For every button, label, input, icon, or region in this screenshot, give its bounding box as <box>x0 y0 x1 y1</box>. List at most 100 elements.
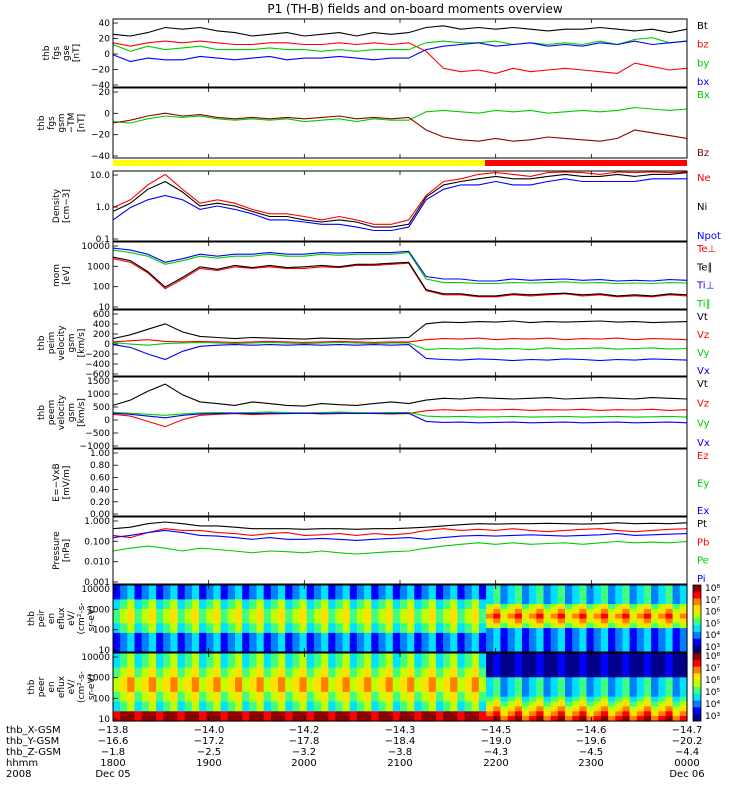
spectrogram-cell <box>364 653 372 659</box>
spectrogram-cell <box>565 613 573 620</box>
spectrogram-cell <box>127 667 136 674</box>
spectrogram-cell <box>457 647 466 653</box>
spectrogram-cell <box>242 711 250 717</box>
spectrogram-cell <box>278 628 286 634</box>
spectrogram-cell <box>643 657 652 664</box>
spectrogram-cell <box>514 585 523 591</box>
spectrogram-cell <box>120 585 128 591</box>
spectrogram-cell <box>120 589 128 596</box>
colorbar-label: 10⁵ <box>705 688 720 698</box>
spectrogram-cell <box>235 706 243 712</box>
ephemeris-value: −2.5 <box>197 747 221 758</box>
y-axis-label: [nT] <box>72 44 82 62</box>
spectrogram-cell <box>134 672 143 678</box>
spectrogram-cell <box>414 599 423 605</box>
spectrogram-cell <box>356 667 365 674</box>
spectrogram-cell <box>249 677 258 683</box>
spectrogram-cell <box>356 682 365 688</box>
spectrogram-cell <box>522 594 530 600</box>
spectrogram-cell <box>328 613 337 620</box>
spectrogram-cell <box>443 613 451 620</box>
spectrogram-cell <box>478 613 487 620</box>
spectrogram-cell <box>378 687 387 693</box>
spectrogram-cell <box>615 716 624 722</box>
spectrogram-cell <box>141 642 150 648</box>
spectrogram-cell <box>306 711 315 717</box>
legend-bz: bz <box>697 40 709 51</box>
spectrogram-cell <box>163 647 171 653</box>
spectrogram-cell <box>421 642 430 648</box>
spectrogram-cell <box>313 653 322 659</box>
spectrogram-cell <box>120 657 128 664</box>
spectrogram-cell <box>141 637 150 643</box>
spectrogram-cell <box>478 706 487 712</box>
spectrogram-cell <box>270 716 279 722</box>
spectrogram-cell <box>486 599 494 605</box>
spectrogram-cell <box>349 647 358 653</box>
spectrogram-cell <box>478 682 487 688</box>
region-bar-red <box>485 160 687 166</box>
spectrogram-cell <box>608 618 616 624</box>
spectrogram-cell <box>191 599 200 605</box>
spectrogram-cell <box>471 613 480 620</box>
spectrogram-cell <box>658 585 667 591</box>
spectrogram-cell <box>127 687 136 693</box>
spectrogram-cell <box>514 618 523 624</box>
spectrogram-cell <box>486 687 494 693</box>
spectrogram-cell <box>371 653 380 659</box>
spectrogram-cell <box>270 701 279 708</box>
spectrogram-cell <box>378 647 387 653</box>
spectrogram-cell <box>400 585 408 591</box>
spectrogram-cell <box>371 632 380 639</box>
spectrogram-cell <box>328 623 337 629</box>
spectrogram-cell <box>356 613 365 620</box>
panel-7-frame <box>112 448 688 517</box>
spectrogram-cell <box>227 642 236 648</box>
spectrogram-cell <box>242 706 250 712</box>
spectrogram-cell <box>550 628 559 634</box>
legend-Bz: Bz <box>697 148 709 159</box>
spectrogram-cell <box>170 608 179 615</box>
spectrogram-cell <box>435 589 444 596</box>
spectrogram-cell <box>435 608 444 615</box>
spectrogram-cell <box>400 637 408 643</box>
ephemeris-value: −19.0 <box>481 736 512 747</box>
spectrogram-cell <box>364 637 372 643</box>
spectrogram-cell <box>522 691 530 698</box>
spectrogram-cell <box>163 604 171 610</box>
spectrogram-cell <box>629 667 638 674</box>
spectrogram-cell <box>249 594 258 600</box>
spectrogram-cell <box>299 585 308 591</box>
spectrogram-cell <box>636 662 645 669</box>
spectrogram-cell <box>400 604 408 610</box>
spectrogram-cell <box>522 599 530 605</box>
spectrogram-cell <box>270 691 279 698</box>
spectrogram-cell <box>134 599 143 605</box>
spectrogram-cell <box>184 599 193 605</box>
spectrogram-cell <box>536 618 545 624</box>
spectrogram-cell <box>435 711 444 717</box>
spectrogram-cell <box>378 691 387 698</box>
spectrogram-cell <box>199 677 207 683</box>
spectrogram-cell <box>443 585 451 591</box>
spectrogram-cell <box>665 687 674 693</box>
spectrogram-cell <box>600 632 609 639</box>
legend-Npot: Npot <box>697 231 721 242</box>
spectrogram-cell <box>443 672 451 678</box>
spectrogram-cell <box>206 632 215 639</box>
spectrogram-cell <box>349 632 358 639</box>
spectrogram-cell <box>249 628 258 634</box>
spectrogram-cell <box>450 672 458 678</box>
spectrogram-cell <box>170 623 179 629</box>
series-Te∥ <box>112 256 688 297</box>
spectrogram-cell <box>127 604 136 610</box>
spectrogram-cell <box>629 585 638 591</box>
spectrogram-cell <box>572 677 580 683</box>
colorbar-swatch <box>693 585 701 593</box>
spectrogram-cell <box>364 623 372 629</box>
spectrogram-cell <box>471 594 480 600</box>
spectrogram-cell <box>643 613 652 620</box>
spectrogram-cell <box>471 716 480 722</box>
spectrogram-cell <box>500 594 509 600</box>
